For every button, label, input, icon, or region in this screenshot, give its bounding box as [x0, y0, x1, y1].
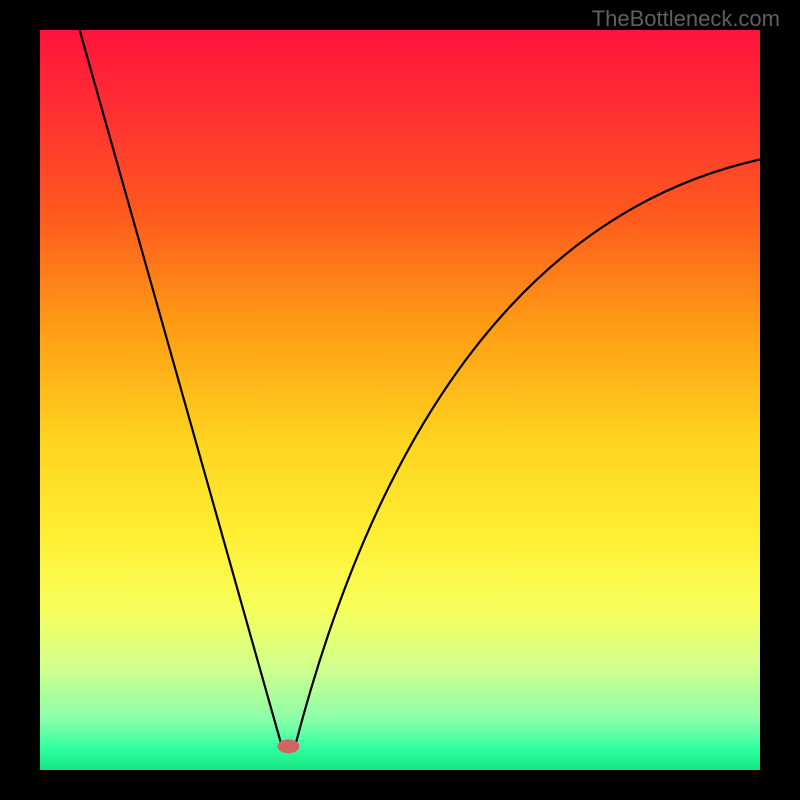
watermark-text: TheBottleneck.com [592, 6, 780, 32]
optimal-point-marker [277, 739, 299, 753]
plot-background [40, 30, 760, 770]
bottleneck-chart [40, 30, 760, 770]
